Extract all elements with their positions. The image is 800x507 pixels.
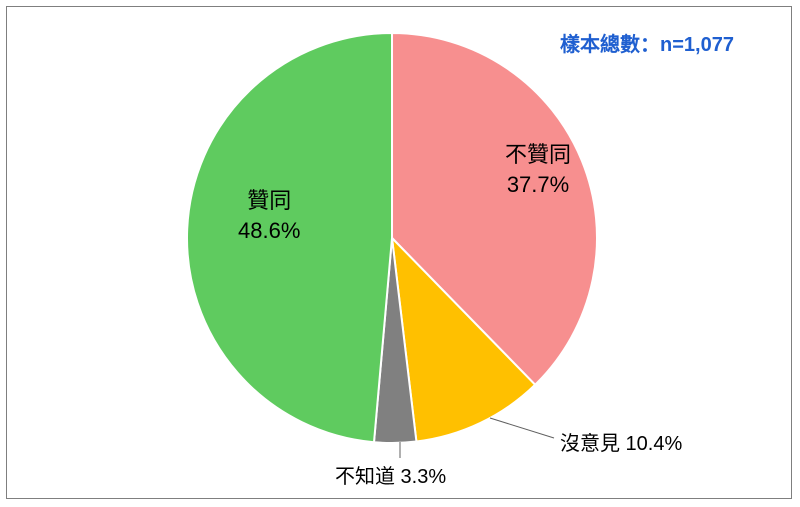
slice-label-text: 不贊同 [505,142,571,167]
slice-label-percent: 37.7% [505,170,571,200]
slice-label-disagree: 不贊同 37.7% [505,140,571,199]
slice-label-percent: 48.6% [238,216,300,246]
slice-label-agree: 贊同 48.6% [238,186,300,245]
slice-label-dont-know: 不知道 3.3% [335,460,446,489]
slice-label-text: 贊同 [247,188,291,213]
slice-label-no-opinion: 沒意見 10.4% [560,427,682,456]
slice-label-text: 沒意見 10.4% [560,433,682,455]
leader-line-no-opinion [490,418,554,438]
slice-label-text: 不知道 3.3% [335,466,446,488]
